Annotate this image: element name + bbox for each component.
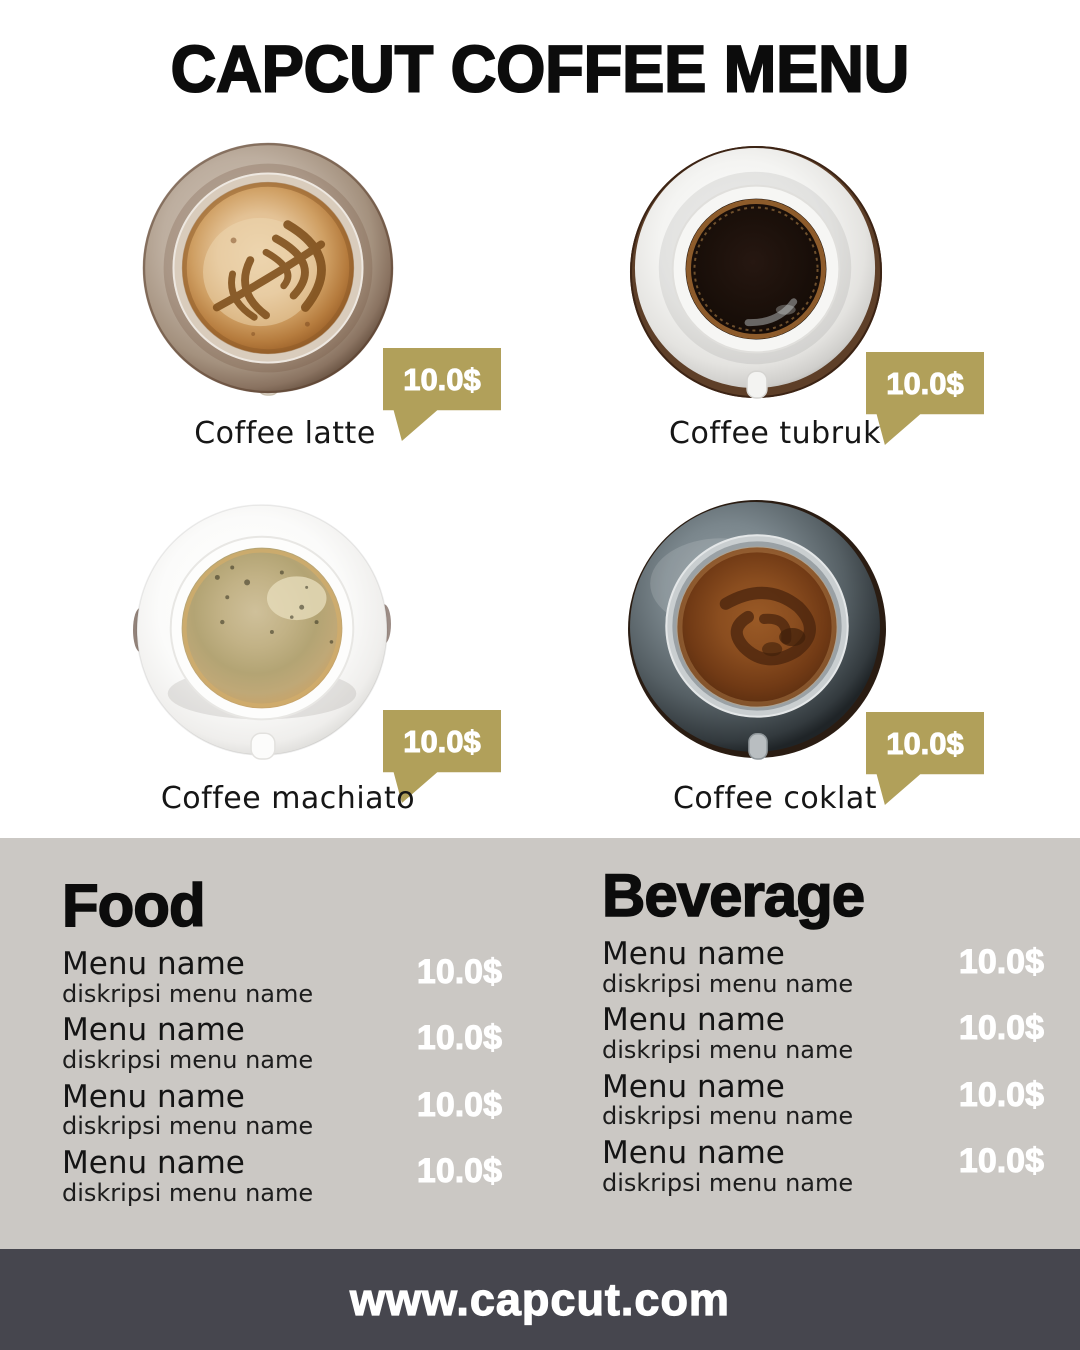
website-url: www.capcut.com (349, 1273, 730, 1325)
menu-item: Menu name diskripsi menu name 10.0$ (62, 1014, 503, 1073)
coklat-cup-graphic (628, 500, 886, 760)
page-title: CAPCUT COFFEE MENU (170, 32, 911, 107)
menu-item-text: Menu name diskripsi menu name (602, 1004, 853, 1063)
menu-item: Menu name diskripsi menu name 10.0$ (62, 1081, 503, 1140)
menu-heading-beverage: Beverage (601, 862, 866, 929)
tubruk-cup-graphic (629, 145, 883, 399)
menu-item-name: Menu name (62, 946, 245, 982)
menu-item-price: 10.0$ (416, 953, 502, 992)
menu-item-price: 10.0$ (958, 943, 1044, 982)
menu-item-description: diskripsi menu name (62, 1045, 314, 1074)
product-label-tubruk: Coffee tubruk (669, 416, 881, 451)
menu-item-name: Menu name (62, 1012, 245, 1049)
latte-cup-graphic (142, 142, 394, 396)
menu-item-name: Menu name (602, 936, 785, 972)
menu-item-description: diskripsi menu name (602, 1168, 854, 1197)
coffee-coklat-image (628, 500, 886, 760)
product-card-coklat: 10.0$ Coffee coklat (625, 495, 1005, 832)
menu-section-beverage: Beverage Menu name diskripsi menu name 1… (601, 862, 1045, 1204)
menu-item: Menu name diskripsi menu name 10.0$ (602, 938, 1045, 997)
menu-item: Menu name diskripsi menu name 10.0$ (62, 948, 503, 1007)
menu-item-text: Menu name diskripsi menu name (62, 1147, 313, 1206)
coffee-latte-image (142, 142, 394, 396)
menu-item-description: diskripsi menu name (62, 979, 314, 1008)
menu-item-price: 10.0$ (958, 1075, 1044, 1114)
menu-item-description: diskripsi menu name (602, 1102, 854, 1131)
product-card-machiato: 10.0$ Coffee machiato (133, 500, 505, 832)
coffee-tubruk-image (629, 145, 883, 399)
menu-item-description: diskripsi menu name (62, 1178, 314, 1207)
menu-item-price: 10.0$ (416, 1019, 502, 1058)
menu-section-food: Food Menu name diskripsi menu name 10.0$… (61, 872, 503, 1214)
menu-panel: Food Menu name diskripsi menu name 10.0$… (0, 838, 1080, 1249)
product-card-latte: 10.0$ Coffee latte (140, 140, 512, 462)
menu-item: Menu name diskripsi menu name 10.0$ (602, 1071, 1045, 1130)
menu-item-name: Menu name (62, 1078, 245, 1115)
menu-item-text: Menu name diskripsi menu name (602, 1137, 853, 1196)
coffee-machiato-image (133, 504, 391, 760)
menu-item-text: Menu name diskripsi menu name (62, 1081, 313, 1140)
menu-item-text: Menu name diskripsi menu name (602, 1071, 853, 1130)
menu-heading-food: Food (61, 872, 206, 939)
menu-item: Menu name diskripsi menu name 10.0$ (62, 1147, 503, 1206)
menu-item-price: 10.0$ (958, 1142, 1044, 1181)
menu-item-name: Menu name (602, 1068, 785, 1105)
menu-item: Menu name diskripsi menu name 10.0$ (602, 1137, 1045, 1196)
product-label-machiato: Coffee machiato (160, 781, 416, 816)
menu-item-price: 10.0$ (958, 1009, 1044, 1048)
menu-item-text: Menu name diskripsi menu name (602, 938, 853, 997)
menu-item-name: Menu name (62, 1145, 245, 1182)
latte-art-fern (212, 220, 326, 321)
machiato-foam-speckles (214, 565, 334, 644)
footer-bar: www.capcut.com (0, 1249, 1080, 1350)
menu-item-price: 10.0$ (416, 1152, 502, 1191)
menu-item-description: diskripsi menu name (62, 1112, 314, 1141)
menu-item-description: diskripsi menu name (602, 969, 854, 998)
menu-item-price: 10.0$ (416, 1085, 502, 1124)
menu-item-text: Menu name diskripsi menu name (62, 1014, 313, 1073)
product-label-coklat: Coffee coklat (672, 781, 878, 816)
menu-item-description: diskripsi menu name (602, 1035, 854, 1064)
menu-item: Menu name diskripsi menu name 10.0$ (602, 1004, 1045, 1063)
menu-item-name: Menu name (602, 1135, 785, 1172)
product-label-latte: Coffee latte (194, 416, 376, 451)
menu-item-name: Menu name (602, 1002, 785, 1039)
machiato-cup-graphic (133, 504, 391, 760)
menu-item-text: Menu name diskripsi menu name (62, 948, 313, 1007)
product-card-tubruk: 10.0$ Coffee tubruk (625, 140, 1005, 462)
